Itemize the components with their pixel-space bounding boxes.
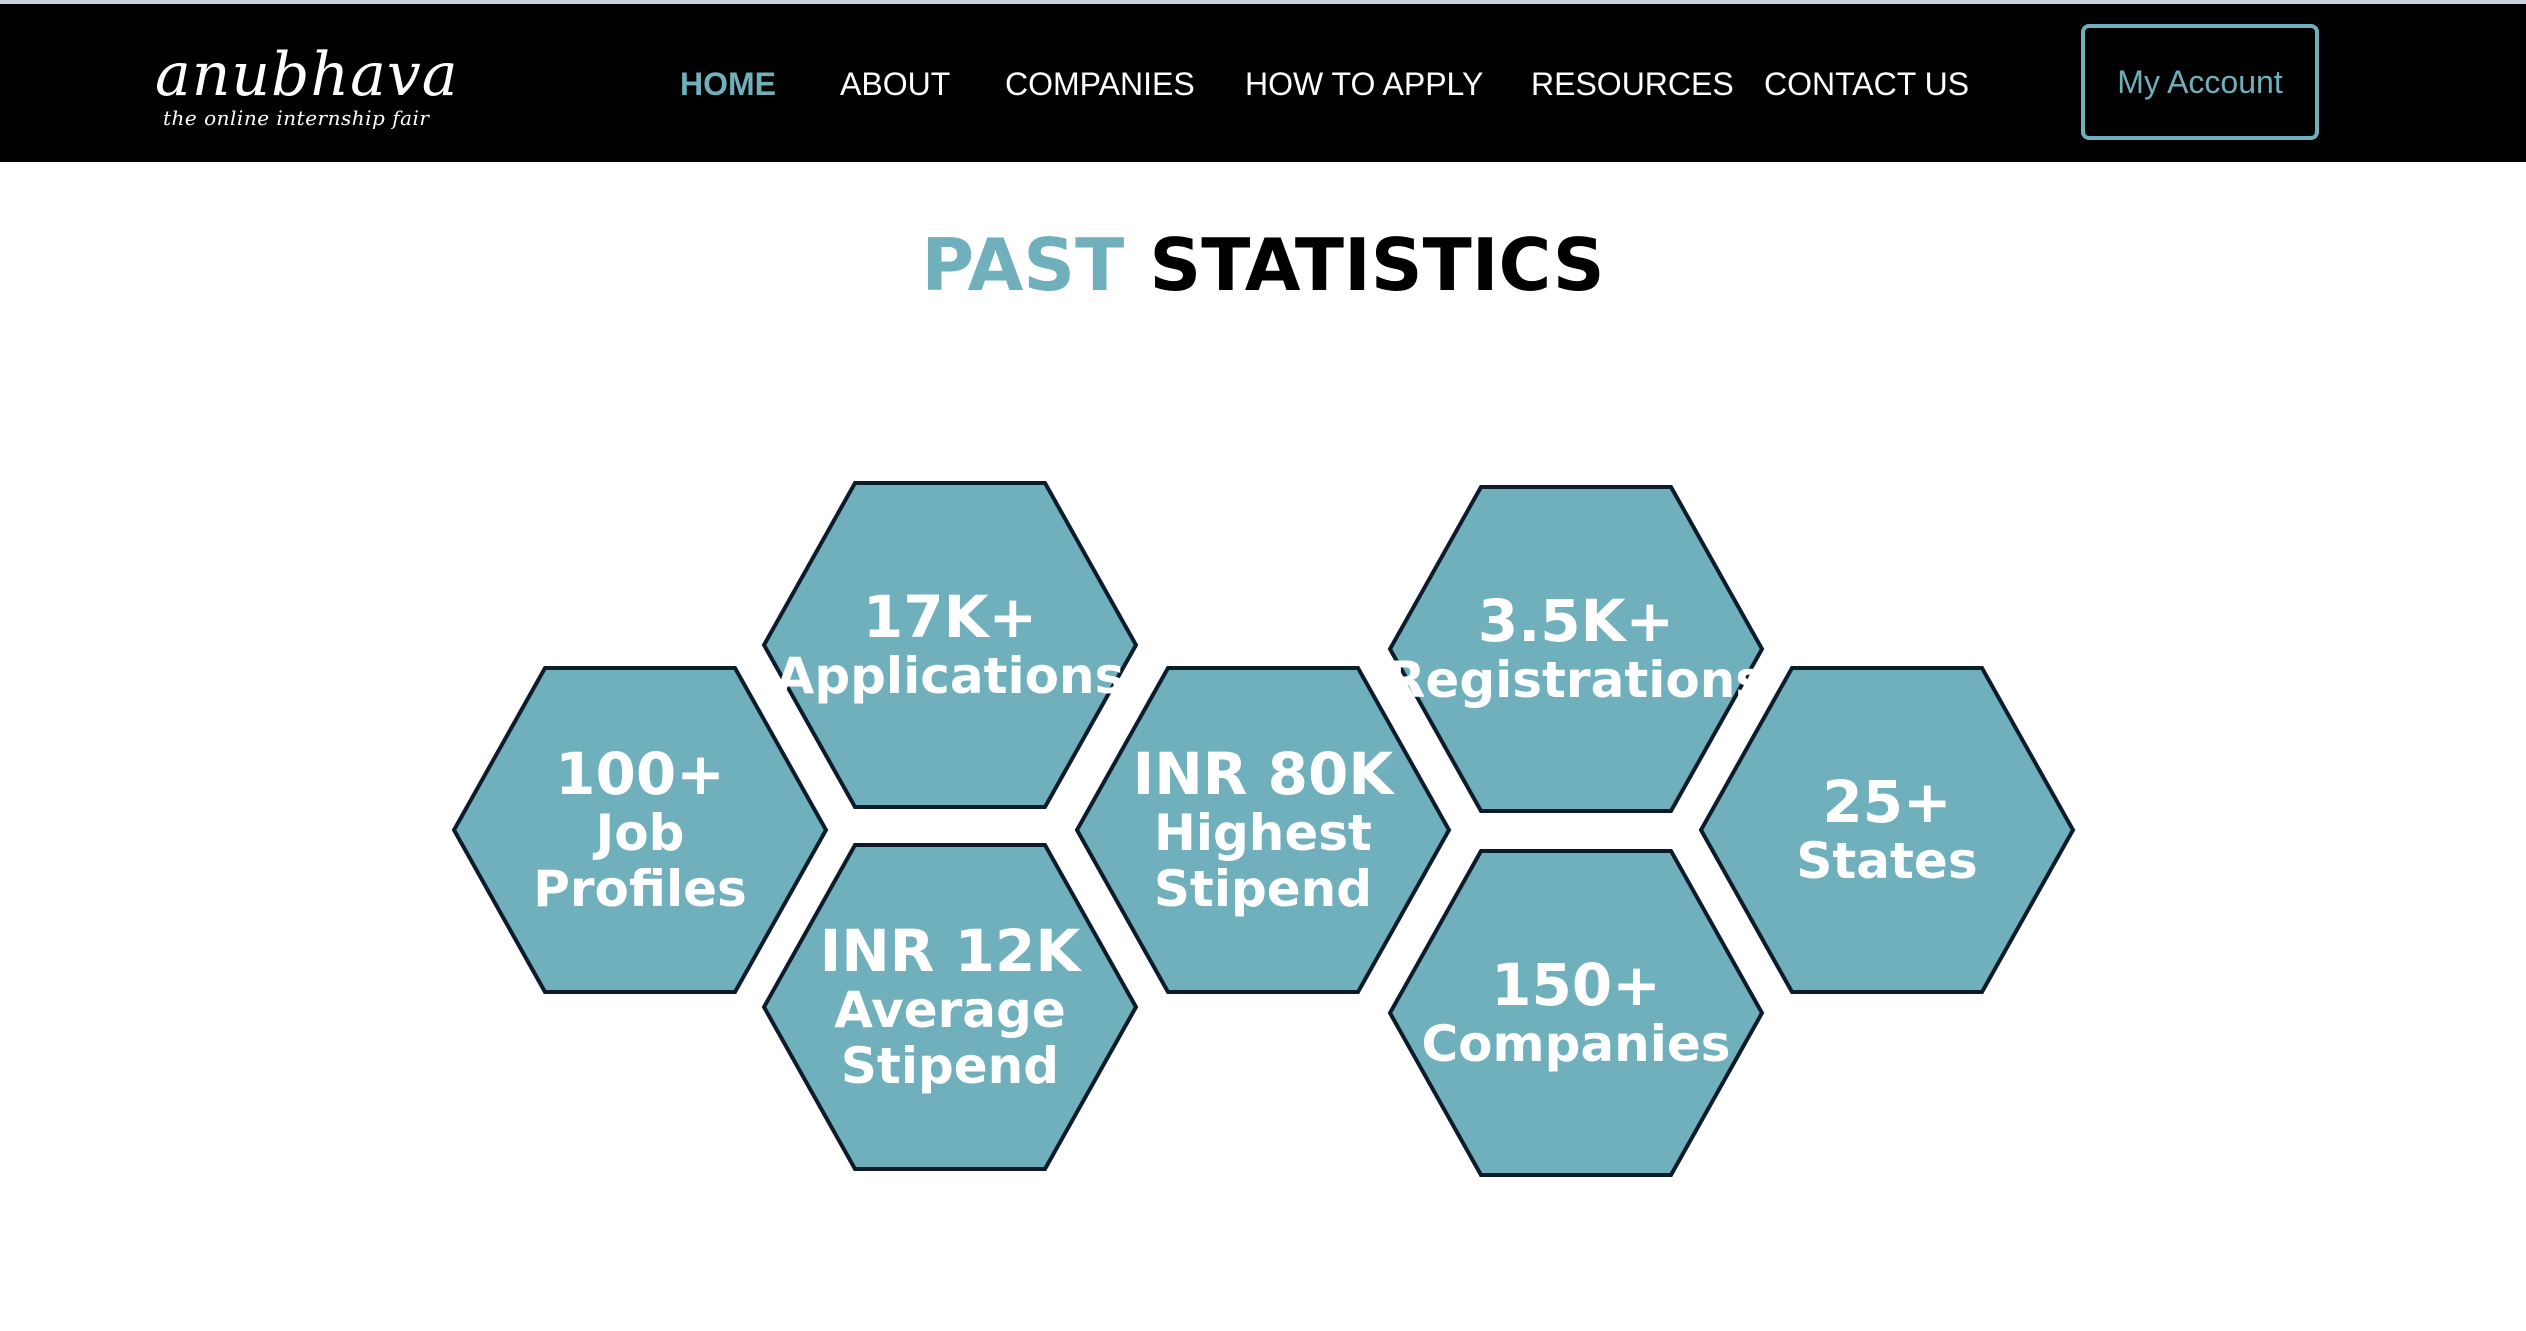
nav-item-companies[interactable]: COMPANIES xyxy=(1005,66,1195,102)
stat-value: INR 12K xyxy=(819,917,1081,985)
stat-value: INR 80K xyxy=(1132,740,1394,808)
nav-item-contact-us[interactable]: CONTACT US xyxy=(1764,66,1970,102)
stat-value: 100+ xyxy=(555,740,725,808)
brand-name: anubhava xyxy=(155,40,459,110)
hexagon-shape xyxy=(451,666,829,994)
nav-item-how-to-apply[interactable]: HOW TO APPLY xyxy=(1245,66,1484,102)
stat-label: Companies xyxy=(1421,1015,1731,1073)
stat-hex-registrations: 3.5K+ Registrations xyxy=(1386,484,1766,814)
nav-item-resources[interactable]: RESOURCES xyxy=(1531,66,1734,102)
section-title-rest: STATISTICS xyxy=(1149,223,1605,307)
my-account-button[interactable]: My Account xyxy=(2081,24,2319,140)
stat-label: Registrations xyxy=(1386,651,1766,709)
hexagon-shape xyxy=(1387,849,1765,1177)
stat-value: 3.5K+ xyxy=(1477,587,1675,655)
section-title: PAST STATISTICS xyxy=(0,220,2526,310)
stat-hex-average-stipend: INR 12K Average Stipend xyxy=(760,842,1140,1172)
stat-label: Applications xyxy=(775,647,1125,705)
stat-label: Average Stipend xyxy=(834,981,1066,1095)
hexagon-shape xyxy=(1074,666,1452,994)
top-border xyxy=(0,0,2526,4)
brand-tagline: the online internship fair xyxy=(163,106,430,130)
nav-item-about[interactable]: ABOUT xyxy=(840,66,951,102)
hexagon-shape xyxy=(761,843,1139,1171)
hexagon-shape xyxy=(761,481,1139,809)
hexagon-shape xyxy=(1387,485,1765,813)
navbar: anubhava the online internship fair HOME… xyxy=(0,4,2526,162)
stat-value: 17K+ xyxy=(862,583,1038,651)
brand-logo[interactable]: anubhava the online internship fair xyxy=(155,40,459,130)
nav-item-home[interactable]: HOME xyxy=(680,66,776,102)
stat-label: Job Profiles xyxy=(533,804,747,918)
stat-label: States xyxy=(1796,832,1978,890)
stat-hex-job-profiles: 100+ Job Profiles xyxy=(450,665,830,995)
hexagon-shape xyxy=(1698,666,2076,994)
stat-hex-states: 25+ States xyxy=(1697,665,2077,995)
section-title-accent: PAST xyxy=(921,223,1125,307)
stat-value: 25+ xyxy=(1822,768,1952,836)
stat-value: 150+ xyxy=(1491,951,1661,1019)
stat-label: Highest Stipend xyxy=(1153,804,1373,918)
stat-hex-companies: 150+ Companies xyxy=(1386,848,1766,1178)
stat-hex-highest-stipend: INR 80K Highest Stipend xyxy=(1073,665,1453,995)
stat-hex-applications: 17K+ Applications xyxy=(760,480,1140,810)
